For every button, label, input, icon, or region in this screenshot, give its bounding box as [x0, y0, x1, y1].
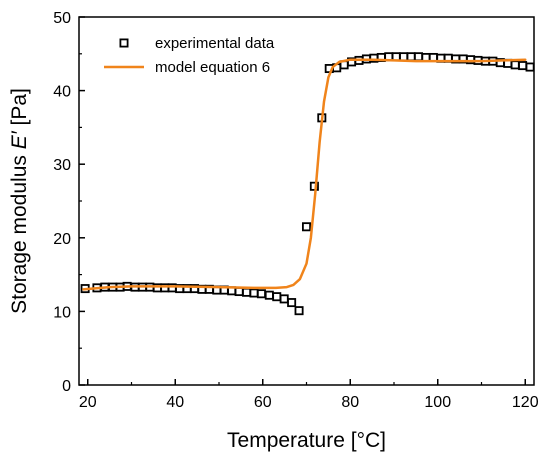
model-line [82, 58, 527, 291]
data-point [518, 61, 528, 71]
x-tick-label: 100 [424, 394, 451, 411]
y-tick-label: 10 [53, 304, 71, 321]
y-tick-label: 40 [53, 84, 71, 101]
legend-label: model equation 6 [155, 59, 270, 76]
y-tick-label: 20 [53, 231, 71, 248]
x-tick-label: 80 [341, 394, 359, 411]
data-point [413, 52, 423, 62]
data-point [294, 306, 304, 316]
data-point [242, 287, 252, 297]
x-tick-label: 40 [166, 394, 184, 411]
plot-frame [78, 16, 535, 386]
y-tick-label: 50 [53, 10, 71, 27]
data-point [264, 290, 274, 300]
y-axis-title-prefix: Storage modulus [8, 149, 31, 314]
data-point [272, 292, 282, 302]
data-point [249, 288, 259, 298]
x-axis-title: Temperature [°C] [227, 429, 386, 452]
data-point [279, 294, 289, 304]
legend: experimental data model equation 6 [104, 35, 275, 76]
y-tick-label: 30 [53, 157, 71, 174]
data-point [399, 52, 409, 62]
legend-label: experimental data [155, 35, 275, 52]
series-1 [82, 58, 527, 291]
data-point [510, 60, 520, 70]
legend-marker-symbol [119, 38, 129, 48]
y-axis-title-suffix: [Pa] [8, 88, 31, 131]
y-tick-label: 0 [62, 378, 71, 395]
data-point [406, 52, 416, 62]
data-point [256, 289, 266, 299]
x-tick-label: 60 [254, 394, 272, 411]
x-tick-label: 20 [79, 394, 97, 411]
x-tick-label: 120 [512, 394, 539, 411]
series-0 [80, 52, 535, 316]
data-point [525, 62, 535, 72]
data-point [234, 287, 244, 297]
y-axis-title-symbol: E′ [8, 130, 31, 149]
y-axis-title: Storage modulus E′ [Pa] [8, 88, 31, 314]
data-point [301, 222, 311, 232]
plot-area [80, 52, 535, 316]
data-point [287, 298, 297, 308]
axes: 20 40 60 80 100 120 0 10 20 30 40 50 [53, 10, 538, 411]
